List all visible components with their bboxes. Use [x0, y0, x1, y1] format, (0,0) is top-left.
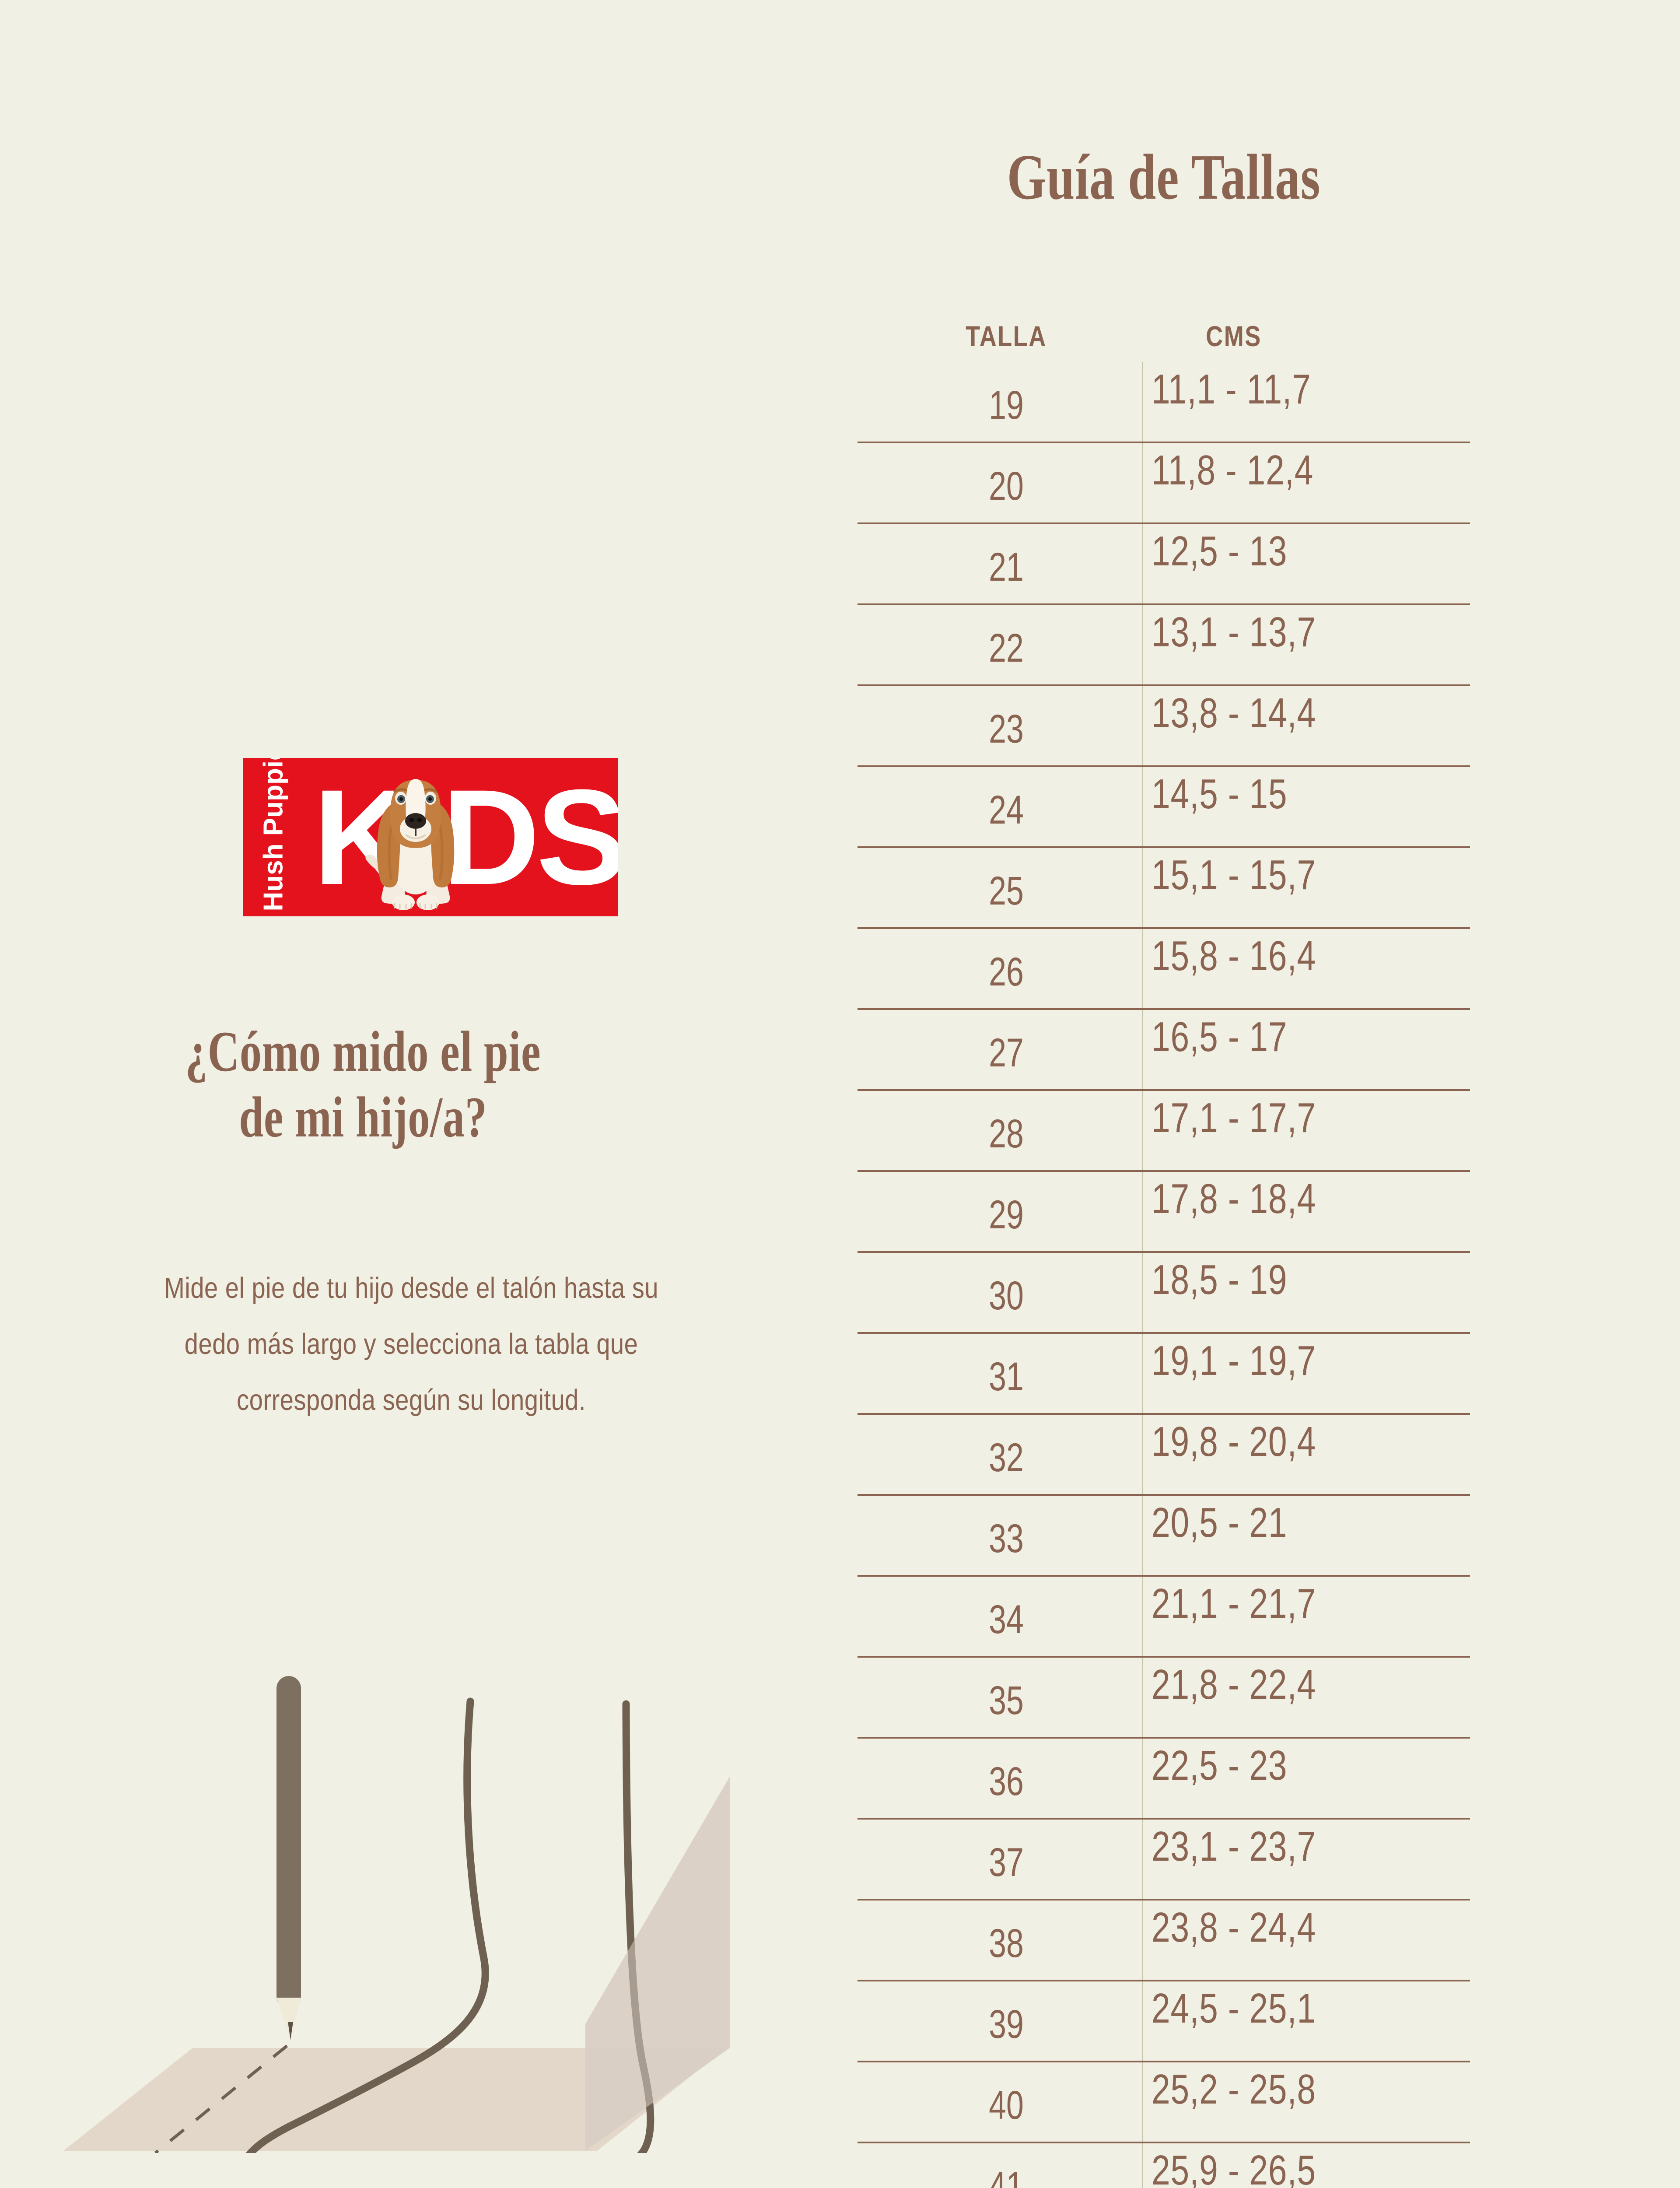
table-row: 20 11,8 - 12,4: [858, 443, 1470, 524]
cell-talla: 39: [989, 2002, 1024, 2047]
cell-cms: 13,8 - 14,4: [1152, 690, 1316, 736]
cell-cms: 25,9 - 26,5: [1152, 2147, 1316, 2188]
howto-title-line1: ¿Cómo mido el pie: [185, 1019, 541, 1083]
table-row: 36 22,5 - 23: [858, 1739, 1470, 1820]
column-divider: [1142, 362, 1143, 2188]
table-row: 29 17,8 - 18,4: [858, 1172, 1470, 1253]
foot-measuring-illustration: [63, 1676, 730, 2153]
cell-cms: 23,8 - 24,4: [1152, 1904, 1316, 1951]
kids-wordmark: KIDS: [313, 761, 618, 913]
cell-talla: 20: [989, 464, 1024, 508]
size-table: TALLA CMS 19 11,1 - 11,7 20 11,8 - 12,4 21 12…: [858, 310, 1470, 2188]
cell-talla: 37: [989, 1840, 1024, 1885]
cell-talla: 35: [989, 1678, 1024, 1723]
table-row: 34 21,1 - 21,7: [858, 1577, 1470, 1658]
dashed-guide-line: [154, 2044, 288, 2153]
cell-talla: 22: [989, 626, 1024, 670]
cell-cms: 19,1 - 19,7: [1152, 1337, 1316, 1384]
table-row: 24 14,5 - 15: [858, 767, 1470, 848]
column-header-cms: CMS: [1206, 320, 1262, 352]
howto-body-text: Mide el pie de tu hijo desde el talón ha…: [164, 1272, 659, 1417]
cell-talla: 23: [989, 707, 1024, 751]
wall-plane-overlay: [585, 1777, 730, 2151]
column-header-talla: TALLA: [966, 320, 1047, 352]
table-row: 28 17,1 - 17,7: [858, 1091, 1470, 1172]
table-row: 31 19,1 - 19,7: [858, 1334, 1470, 1415]
cell-talla: 38: [989, 1921, 1024, 1966]
basset-hound-icon: [365, 779, 455, 910]
cell-talla: 21: [989, 545, 1024, 589]
cell-talla: 40: [989, 2083, 1024, 2128]
page-title: Guía de Tallas: [1007, 141, 1321, 213]
cell-cms: 16,5 - 17: [1152, 1013, 1288, 1060]
cell-talla: 31: [989, 1354, 1024, 1399]
table-body: 19 11,1 - 11,7 20 11,8 - 12,4 21 12,5 - 13 22 1…: [858, 362, 1470, 2188]
size-guide-table-wrap: Guía de Tallas TALLA CMS 19 11,1 - 11,7 20…: [858, 141, 1470, 2188]
cell-cms: 24,5 - 25,1: [1152, 1985, 1316, 2032]
table-row: 32 19,8 - 20,4: [858, 1415, 1470, 1496]
table-row: 30 18,5 - 19: [858, 1253, 1470, 1334]
table-row: 33 20,5 - 21: [858, 1496, 1470, 1577]
table-row: 39 24,5 - 25,1: [858, 1981, 1470, 2062]
cell-cms: 21,1 - 21,7: [1152, 1580, 1316, 1627]
cell-talla: 33: [989, 1516, 1024, 1561]
cell-cms: 19,8 - 20,4: [1152, 1418, 1316, 1465]
table-row: 41 25,9 - 26,5: [858, 2143, 1470, 2188]
cell-talla: 32: [989, 1435, 1024, 1480]
cell-talla: 27: [989, 1031, 1024, 1075]
cell-talla: 25: [989, 869, 1024, 913]
cell-cms: 20,5 - 21: [1152, 1499, 1288, 1546]
cell-cms: 17,1 - 17,7: [1152, 1094, 1316, 1141]
cell-talla: 36: [989, 1759, 1024, 1804]
cell-cms: 15,1 - 15,7: [1152, 852, 1316, 898]
cell-cms: 18,5 - 19: [1152, 1256, 1288, 1303]
cell-cms: 21,8 - 22,4: [1152, 1661, 1316, 1708]
cell-talla: 41: [989, 2164, 1024, 2188]
cell-talla: 28: [989, 1112, 1024, 1156]
table-row: 27 16,5 - 17: [858, 1010, 1470, 1091]
cell-talla: 19: [989, 383, 1024, 428]
cell-cms: 22,5 - 23: [1152, 1742, 1288, 1789]
howto-title: ¿Cómo mido el pie de mi hijo/a?: [127, 1019, 599, 1150]
floor-plane: [63, 2048, 726, 2151]
cell-talla: 26: [989, 950, 1024, 994]
table-row: 23 13,8 - 14,4: [858, 686, 1470, 767]
cell-cms: 13,1 - 13,7: [1152, 609, 1316, 656]
table-row: 22 13,1 - 13,7: [858, 605, 1470, 686]
cell-cms: 23,1 - 23,7: [1152, 1823, 1316, 1870]
cell-talla: 24: [989, 788, 1024, 832]
table-row: 40 25,2 - 25,8: [858, 2062, 1470, 2143]
cell-cms: 25,2 - 25,8: [1152, 2066, 1316, 2113]
hush-puppies-kids-logo: Hush Puppies® KIDS: [243, 758, 618, 916]
cell-talla: 29: [989, 1192, 1024, 1237]
cell-cms: 11,1 - 11,7: [1152, 366, 1311, 413]
howto-title-line2: de mi hijo/a?: [239, 1085, 487, 1149]
cell-cms: 17,8 - 18,4: [1152, 1175, 1316, 1222]
cell-cms: 11,8 - 12,4: [1152, 447, 1314, 494]
table-row: 37 23,1 - 23,7: [858, 1820, 1470, 1900]
table-row: 35 21,8 - 22,4: [858, 1658, 1470, 1739]
hush-puppies-vertical-wordmark: Hush Puppies®: [258, 758, 289, 912]
cell-cms: 14,5 - 15: [1152, 771, 1288, 817]
pencil-icon: [276, 1676, 301, 2040]
table-row: 19 11,1 - 11,7: [858, 362, 1470, 443]
table-row: 38 23,8 - 24,4: [858, 1900, 1470, 1981]
cell-talla: 34: [989, 1597, 1024, 1642]
cell-cms: 12,5 - 13: [1152, 528, 1288, 575]
table-row: 25 15,1 - 15,7: [858, 848, 1470, 929]
table-row: 26 15,8 - 16,4: [858, 929, 1470, 1010]
table-header-row: TALLA CMS: [858, 310, 1470, 362]
table-row: 21 12,5 - 13: [858, 524, 1470, 605]
cell-cms: 15,8 - 16,4: [1152, 933, 1316, 979]
left-column: Hush Puppies® KIDS: [0, 0, 788, 2188]
cell-talla: 30: [989, 1273, 1024, 1318]
